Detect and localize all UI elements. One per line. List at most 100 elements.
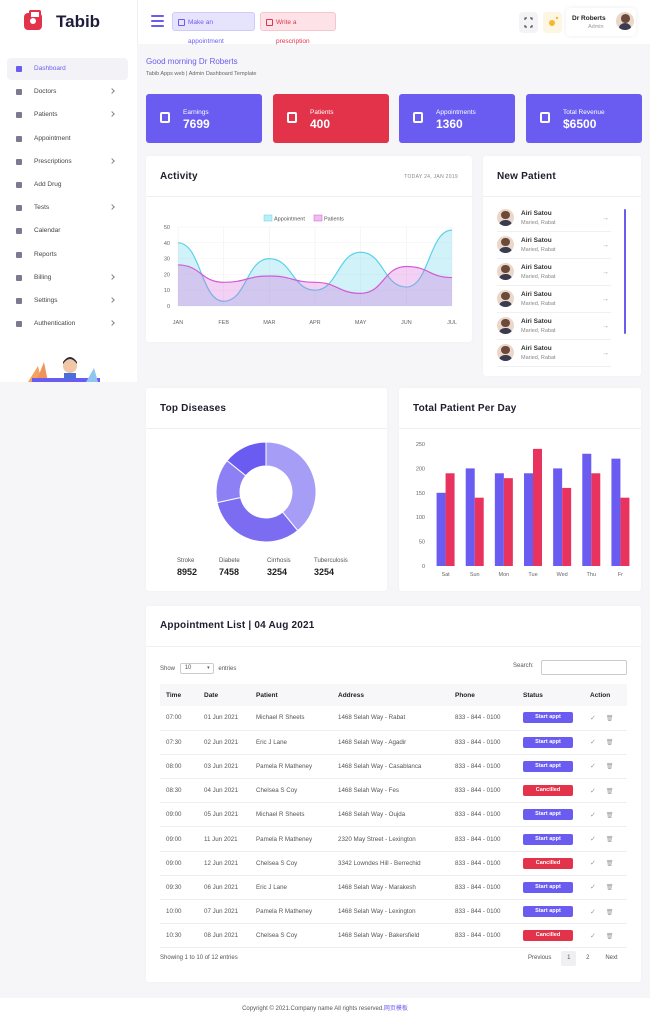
chevron-right-icon xyxy=(109,273,115,280)
arrow-right-icon[interactable]: → xyxy=(602,350,609,357)
doctor-illustration xyxy=(28,357,100,382)
status-badge[interactable]: Start appt xyxy=(523,906,573,918)
y-tick-label: 0 xyxy=(422,564,425,570)
bar-mon-1 xyxy=(503,478,513,566)
sidebar-item-settings[interactable]: Settings xyxy=(7,290,128,312)
stat-card-earnings[interactable]: Earnings 7699 xyxy=(146,94,262,143)
check-icon[interactable]: ✓ xyxy=(590,908,596,916)
patient-list-item[interactable]: Airi Satou Maried, Rabat → xyxy=(497,205,611,232)
trash-icon[interactable]: 🗑 xyxy=(605,740,614,747)
stat-card-appointments[interactable]: Appointments 1360 xyxy=(399,94,515,143)
trash-icon[interactable]: 🗑 xyxy=(605,764,614,771)
trash-icon[interactable]: 🗑 xyxy=(605,933,614,940)
patient-list-item[interactable]: Airi Satou Maried, Rabat → xyxy=(497,340,611,367)
patient-list-item[interactable]: Airi Satou Maried, Rabat → xyxy=(497,313,611,340)
status-badge[interactable]: Cancilled xyxy=(523,785,573,797)
patient-details: Maried, Rabat xyxy=(521,328,556,334)
trash-icon[interactable]: 🗑 xyxy=(605,812,614,819)
sidebar-item-calendar[interactable]: Calendar xyxy=(7,220,128,242)
column-header-address[interactable]: Address xyxy=(332,684,449,706)
pagination-next[interactable]: Next xyxy=(605,955,618,961)
column-header-time[interactable]: Time xyxy=(160,684,198,706)
pagination-page[interactable]: 1 xyxy=(561,951,577,966)
top-header: Tabib Make an appointment Write a prescr… xyxy=(0,0,650,45)
status-badge[interactable]: Start appt xyxy=(523,833,573,845)
status-badge[interactable]: Start appt xyxy=(523,736,573,748)
status-badge[interactable]: Start appt xyxy=(523,881,573,893)
patient-list-item[interactable]: Airi Satou Maried, Rabat → xyxy=(497,232,611,259)
check-icon[interactable]: ✓ xyxy=(590,811,596,819)
arrow-right-icon[interactable]: → xyxy=(602,323,609,330)
arrow-right-icon[interactable]: → xyxy=(602,269,609,276)
theme-toggle-button[interactable] xyxy=(543,12,562,33)
trash-icon[interactable]: 🗑 xyxy=(605,861,614,868)
trash-icon[interactable]: 🗑 xyxy=(605,909,614,916)
bar-sat-0 xyxy=(436,492,446,566)
column-header-patient[interactable]: Patient xyxy=(250,684,332,706)
arrow-right-icon[interactable]: → xyxy=(602,242,609,249)
fullscreen-button[interactable] xyxy=(519,12,538,33)
check-icon[interactable]: ✓ xyxy=(590,884,596,892)
sidebar-item-authentication[interactable]: Authentication xyxy=(7,313,128,335)
stat-card-patients[interactable]: Patients 400 xyxy=(273,94,389,143)
app-logo-text[interactable]: Tabib xyxy=(56,12,101,31)
check-icon[interactable]: ✓ xyxy=(590,763,596,771)
cell-time: 09:30 xyxy=(160,875,198,901)
stat-card-total-revenue[interactable]: Total Revenue $6500 xyxy=(526,94,642,143)
bar-thu-1 xyxy=(591,473,601,566)
sidebar-item-prescriptions[interactable]: Prescriptions xyxy=(7,151,128,173)
status-badge[interactable]: Start appt xyxy=(523,712,573,724)
arrow-right-icon[interactable]: → xyxy=(602,296,609,303)
user-profile-menu[interactable]: Dr Roberts Admin xyxy=(566,8,636,36)
pagination-previous[interactable]: Previous xyxy=(528,955,552,961)
status-badge[interactable]: Cancilled xyxy=(523,857,573,869)
stat-label: Patients xyxy=(310,109,334,116)
sidebar-item-tests[interactable]: Tests xyxy=(7,197,128,219)
check-icon[interactable]: ✓ xyxy=(590,836,596,844)
cell-patient: Chelsea S Coy xyxy=(250,778,332,804)
entries-select[interactable]: 10 ▾ xyxy=(179,663,214,674)
footer-link[interactable]: 网页模板 xyxy=(383,1006,408,1012)
sidebar-item-doctors[interactable]: Doctors xyxy=(7,81,128,103)
check-icon[interactable]: ✓ xyxy=(590,932,596,940)
write-prescription-button[interactable]: Write a prescription xyxy=(260,12,336,45)
check-icon[interactable]: ✓ xyxy=(590,860,596,868)
activity-title: Activity xyxy=(160,171,198,182)
status-badge[interactable]: Cancilled xyxy=(523,930,573,942)
status-badge[interactable]: Start appt xyxy=(523,760,573,772)
sidebar-item-add-drug[interactable]: Add Drug xyxy=(7,174,128,196)
trash-icon[interactable]: 🗑 xyxy=(605,885,614,892)
patient-list-item[interactable]: Airi Satou Maried, Rabat → xyxy=(497,259,611,286)
status-badge[interactable]: Start appt xyxy=(523,809,573,821)
check-icon[interactable]: ✓ xyxy=(590,739,596,747)
trash-icon[interactable]: 🗑 xyxy=(605,788,614,795)
sidebar-item-appointment[interactable]: Appointment xyxy=(7,128,128,150)
cell-date: 03 Jun 2021 xyxy=(198,754,250,780)
trash-icon[interactable]: 🗑 xyxy=(605,715,614,722)
sidebar-item-reports[interactable]: Reports xyxy=(7,244,128,266)
top-diseases-title: Top Diseases xyxy=(160,403,227,414)
pagination-page[interactable]: 2 xyxy=(586,955,590,961)
trash-icon[interactable]: 🗑 xyxy=(605,837,614,844)
check-icon[interactable]: ✓ xyxy=(590,787,596,795)
column-header-date[interactable]: Date xyxy=(198,684,250,706)
column-header-phone[interactable]: Phone xyxy=(449,684,517,706)
search-input[interactable] xyxy=(541,660,627,675)
column-header-status[interactable]: Status xyxy=(517,684,584,706)
patient-list-scrollbar[interactable] xyxy=(624,209,626,334)
patient-list-item[interactable]: Airi Satou Maried, Rabat → xyxy=(497,286,611,313)
sidebar-item-label: Reports xyxy=(34,250,57,258)
sidebar-item-billing[interactable]: Billing xyxy=(7,267,128,289)
column-header-action[interactable]: Action xyxy=(584,684,627,706)
cell-phone: 833 - 844 - 0100 xyxy=(449,899,517,925)
hamburger-menu-icon[interactable] xyxy=(151,15,164,27)
legend-swatch xyxy=(313,214,323,222)
make-appointment-button[interactable]: Make an appointment xyxy=(172,12,255,45)
arrow-right-icon[interactable]: → xyxy=(602,215,609,222)
sidebar-item-dashboard[interactable]: Dashboard xyxy=(7,58,128,80)
sidebar-item-patients[interactable]: Patients xyxy=(7,104,128,126)
check-icon[interactable]: ✓ xyxy=(590,714,596,722)
disease-value: 3254 xyxy=(314,567,335,577)
stat-label: Appointments xyxy=(436,109,476,116)
cell-phone: 833 - 844 - 0100 xyxy=(449,802,517,828)
